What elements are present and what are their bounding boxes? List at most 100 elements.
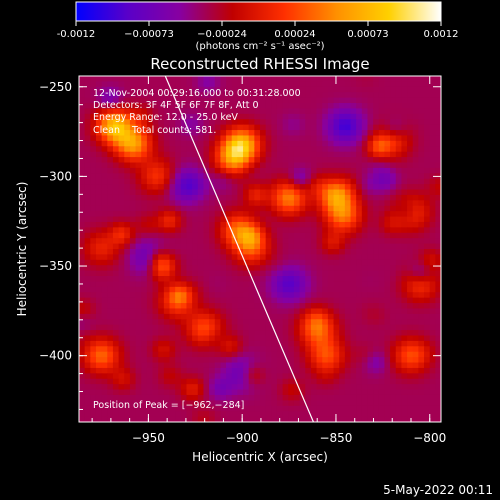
- heatmap-cell: [124, 286, 131, 293]
- heatmap-cell: [378, 205, 386, 212]
- heatmap-cell: [209, 346, 216, 353]
- heatmap-cell: [384, 389, 391, 396]
- heatmap-cell: [152, 249, 159, 256]
- heatmap-cell: [293, 362, 301, 369]
- heatmap-cell: [322, 124, 329, 131]
- heatmap-cell: [310, 92, 318, 99]
- heatmap-cell: [135, 324, 142, 331]
- heatmap-cell: [276, 303, 284, 310]
- heatmap-cell: [378, 97, 386, 104]
- heatmap-cell: [226, 276, 233, 283]
- heatmap-cell: [305, 151, 312, 158]
- heatmap-cell: [339, 108, 346, 115]
- heatmap-cell: [384, 303, 391, 310]
- heatmap-cell: [214, 373, 222, 380]
- heatmap-cell: [356, 130, 363, 137]
- heatmap-cell: [407, 330, 414, 337]
- heatmap-cell: [333, 194, 340, 201]
- heatmap-cell: [243, 276, 250, 283]
- heatmap-cell: [327, 157, 335, 164]
- heatmap-cell: [333, 243, 340, 250]
- heatmap-cell: [107, 86, 114, 93]
- heatmap-cell: [265, 216, 272, 223]
- heatmap-cell: [226, 400, 233, 407]
- heatmap-cell: [316, 324, 323, 331]
- heatmap-cell: [220, 167, 227, 174]
- heatmap-cell: [265, 254, 272, 261]
- heatmap-cell: [435, 405, 441, 412]
- heatmap-cell: [322, 362, 329, 369]
- heatmap-cell: [107, 243, 114, 250]
- heatmap-cell: [344, 205, 352, 212]
- heatmap-cell: [429, 124, 436, 131]
- heatmap-cell: [209, 108, 216, 115]
- heatmap-cell: [288, 151, 295, 158]
- heatmap-cell: [260, 297, 267, 304]
- heatmap-cell: [101, 286, 108, 293]
- heatmap-cell: [327, 184, 335, 191]
- heatmap-cell: [378, 411, 386, 418]
- heatmap-cell: [124, 92, 131, 99]
- heatmap-cell: [350, 200, 357, 207]
- heatmap-cell: [237, 167, 244, 174]
- heatmap-cell: [407, 400, 414, 407]
- heatmap-cell: [395, 157, 403, 164]
- heatmap-cell: [339, 270, 346, 277]
- heatmap-cell: [90, 378, 97, 385]
- heatmap-cell: [265, 173, 272, 180]
- heatmap-cell: [344, 232, 352, 239]
- info-clean-counts: Clean Total counts: 581.: [93, 125, 216, 136]
- heatmap-cell: [163, 130, 171, 137]
- heatmap-cell: [407, 394, 414, 401]
- heatmap-cell: [276, 227, 284, 234]
- heatmap-cell: [390, 178, 397, 185]
- heatmap-cell: [299, 97, 306, 104]
- heatmap-cell: [384, 146, 391, 153]
- heatmap-cell: [418, 184, 425, 191]
- heatmap-cell: [271, 162, 278, 169]
- heatmap-cell: [435, 367, 441, 374]
- heatmap-cell: [401, 81, 408, 88]
- heatmap-cell: [101, 249, 108, 256]
- heatmap-cell: [390, 108, 397, 115]
- heatmap-cell: [327, 276, 335, 283]
- heatmap-cell: [180, 216, 188, 223]
- heatmap-cell: [129, 167, 137, 174]
- heatmap-cell: [186, 221, 193, 228]
- heatmap-cell: [186, 205, 193, 212]
- heatmap-cell: [418, 167, 425, 174]
- heatmap-cell: [424, 178, 431, 185]
- heatmap-cell: [412, 319, 419, 326]
- heatmap-cell: [214, 405, 222, 412]
- heatmap-cell: [203, 113, 210, 120]
- heatmap-cell: [169, 200, 176, 207]
- heatmap-cell: [384, 140, 391, 147]
- heatmap-cell: [271, 113, 278, 120]
- heatmap-cell: [350, 221, 357, 228]
- heatmap-cell: [226, 205, 233, 212]
- heatmap-cell: [118, 297, 125, 304]
- heatmap-cell: [220, 254, 227, 261]
- heatmap-cell: [299, 303, 306, 310]
- heatmap-cell: [316, 330, 323, 337]
- heatmap-cell: [107, 286, 114, 293]
- heatmap-cell: [90, 205, 97, 212]
- heatmap-cell: [248, 184, 255, 191]
- heatmap-cell: [197, 324, 205, 331]
- heatmap-cell: [112, 249, 120, 256]
- heatmap-cell: [271, 367, 278, 374]
- heatmap-cell: [333, 140, 340, 147]
- heatmap-cell: [378, 346, 386, 353]
- heatmap-cell: [367, 200, 374, 207]
- heatmap-cell: [226, 140, 233, 147]
- heatmap-cell: [237, 178, 244, 185]
- heatmap-cell: [101, 394, 108, 401]
- heatmap-cell: [237, 292, 244, 299]
- heatmap-cell: [276, 394, 284, 401]
- heatmap-cell: [135, 292, 142, 299]
- heatmap-cell: [169, 384, 176, 391]
- heatmap-cell: [203, 400, 210, 407]
- heatmap-cell: [282, 216, 289, 223]
- heatmap-cell: [401, 411, 408, 418]
- heatmap-cell: [282, 330, 289, 337]
